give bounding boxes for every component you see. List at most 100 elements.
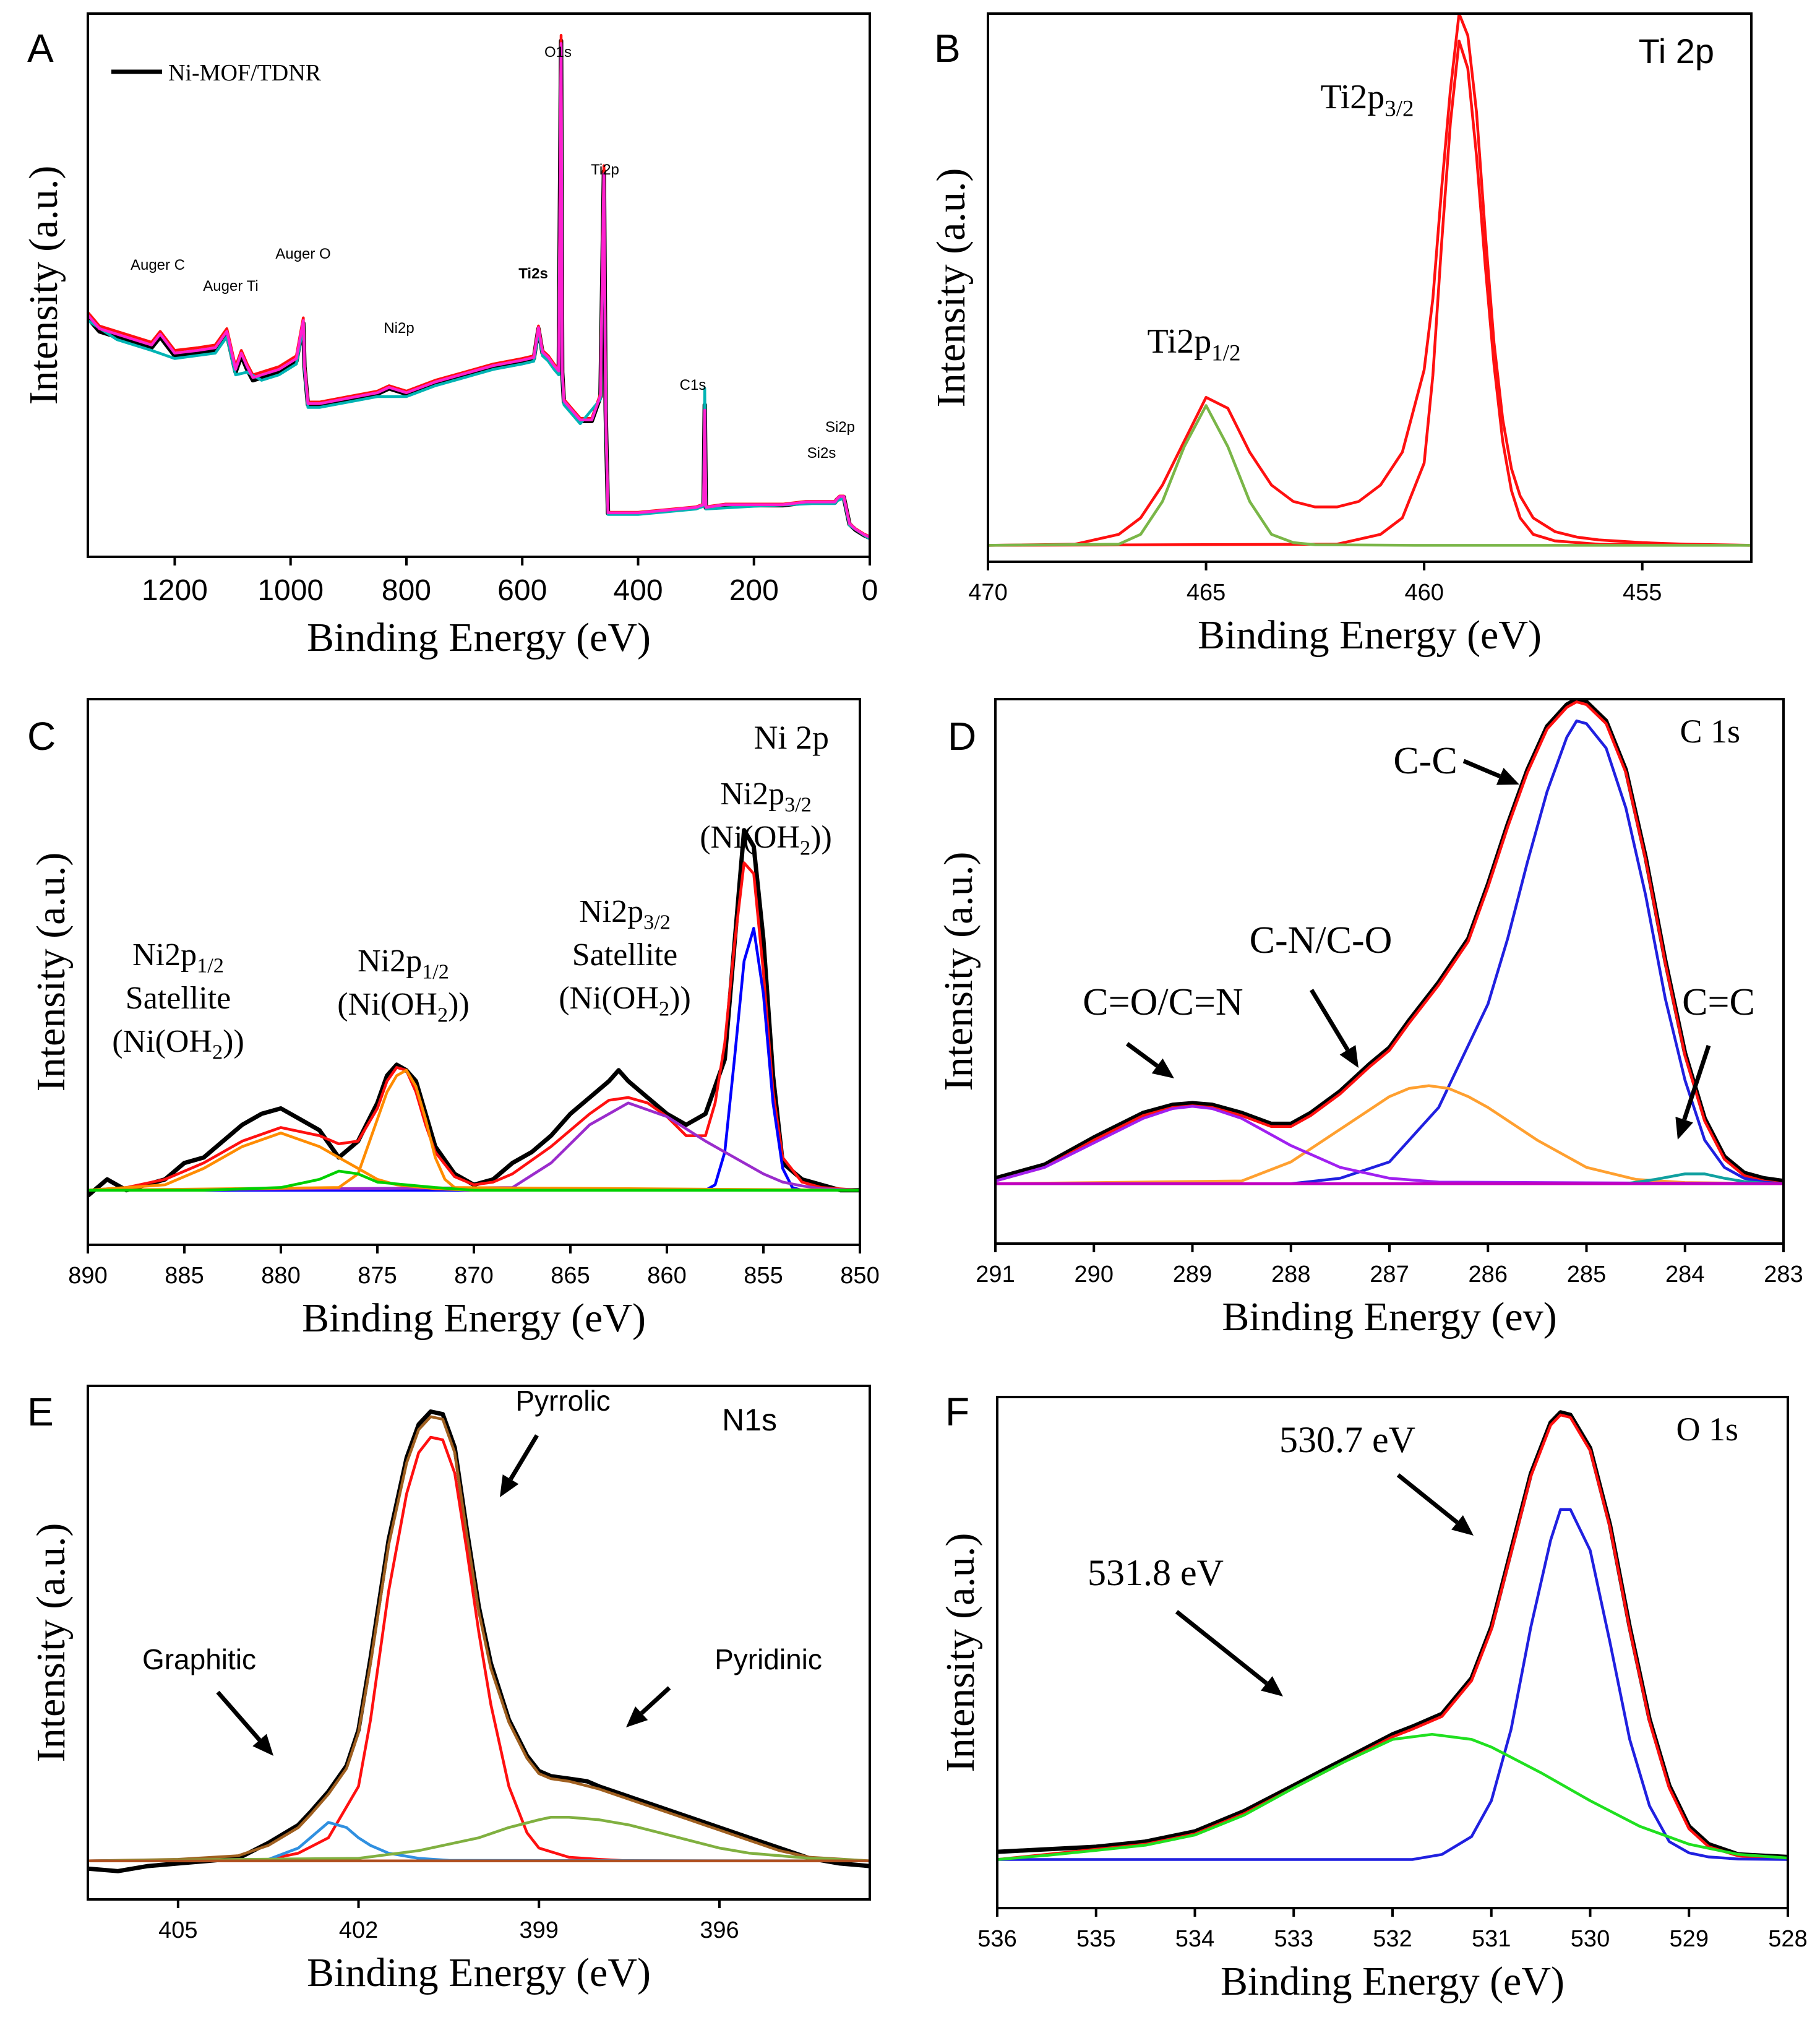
series-pyridinic-line	[88, 1815, 870, 1863]
x-tick-label: 600	[497, 574, 547, 607]
x-tick-label: 200	[729, 574, 779, 607]
x-tick-label: 289	[1173, 1262, 1212, 1288]
x-tick-label: 1200	[142, 574, 208, 607]
series-ni2p3-2-satellite-line	[88, 1101, 860, 1192]
x-tick-label: 290	[1075, 1262, 1114, 1288]
panel-b: B 470 465 460 455 Binding Energy (eV) Intensit…	[929, 12, 1753, 658]
panel-letter-b: B	[934, 26, 961, 71]
peak-label-satellite-word: Satellite	[572, 937, 677, 973]
peak-label: C-C	[1393, 740, 1457, 782]
peak-label: C-N/C-O	[1250, 919, 1393, 961]
peak-label: Si2s	[807, 445, 836, 462]
peak-label: C1s	[680, 377, 706, 393]
x-tick-label: 800	[382, 574, 431, 607]
series-envelope-line	[88, 1415, 870, 1863]
peak-label-ni2p1-2-satellite-line1: Ni2p1/2	[132, 937, 224, 977]
x-axis-label: Binding Energy (eV)	[1221, 1959, 1565, 2004]
arrow-pyridinic	[626, 1686, 671, 1727]
panel-letter-c: C	[27, 714, 56, 759]
series-530-7-ev-line	[997, 1508, 1788, 1861]
arrow-c-c-double	[1675, 1044, 1711, 1140]
panel-a: A 1200 1000 800 600 400 200 0 Binding Energy (eV…	[21, 12, 878, 660]
arrow-pyrrolic	[500, 1434, 539, 1497]
y-axis-label: Intensity (a.u.)	[28, 1523, 74, 1763]
series-531-8-ev-line	[997, 1732, 1788, 1861]
peak-label: Ti2s	[518, 265, 548, 282]
x-tick-label: 850	[840, 1263, 879, 1289]
peak-label: Graphitic	[142, 1643, 256, 1675]
x-tick-label: 890	[68, 1263, 107, 1289]
x-tick-label: 399	[520, 1917, 559, 1943]
x-tick-label: 285	[1567, 1262, 1606, 1288]
series-c-n-c-o-line	[995, 1084, 1784, 1185]
x-tick-label: 535	[1076, 1926, 1115, 1952]
x-tick-label: 284	[1665, 1262, 1704, 1288]
x-tick-label: 531	[1472, 1926, 1511, 1952]
chart-title: O 1s	[1676, 1411, 1738, 1448]
peak-label-ni2p3-2-satellite-line1: Ni2p3/2	[579, 894, 671, 934]
peak-label: Ni2p	[384, 320, 414, 337]
x-tick-label: 870	[454, 1263, 493, 1289]
series-graphitic-line	[88, 1821, 870, 1863]
x-tick-label: 865	[551, 1263, 590, 1289]
x-axis-label: Binding Energy (ev)	[1222, 1294, 1556, 1339]
peak-label: Auger C	[131, 257, 185, 273]
x-tick-label: 532	[1373, 1926, 1412, 1952]
x-axis-label: Binding Energy (eV)	[307, 1950, 651, 1995]
peak-label-ni2p3-2-line1: Ni2p3/2	[720, 776, 812, 816]
chart-title: Ti 2p	[1639, 32, 1714, 71]
chart-title: C 1s	[1680, 713, 1740, 750]
chart-title: N1s	[722, 1403, 777, 1437]
series-c-o-c-n-line	[995, 1104, 1784, 1185]
x-tick-label: 530	[1571, 1926, 1610, 1952]
x-tick-label: 536	[977, 1926, 1016, 1952]
x-tick-label: 880	[261, 1263, 300, 1289]
panel-letter-e: E	[27, 1390, 54, 1434]
x-tick-label: 288	[1271, 1262, 1310, 1288]
series-ni2p3-2-main-line	[88, 927, 860, 1192]
x-tick-label: 875	[358, 1263, 397, 1289]
series-fit-magenta-line	[88, 42, 870, 539]
plot-frame	[996, 1396, 1789, 1909]
peak-label: Auger O	[275, 246, 330, 262]
peak-label: Ti2p	[591, 161, 619, 178]
panel-letter-f: F	[945, 1390, 969, 1434]
x-tick-label: 470	[968, 580, 1007, 606]
panel-f: F 536 535 534 533 532 531 530 529 528 Binding Ener…	[938, 1390, 1808, 2004]
peak-label-ni-oh2: (Ni(OH2))	[337, 987, 470, 1026]
x-axis-label: Binding Energy (eV)	[307, 615, 651, 660]
x-tick-label: 885	[165, 1263, 204, 1289]
peak-label-ni-oh2: (Ni(OH2))	[700, 820, 832, 859]
x-tick-label: 455	[1623, 580, 1662, 606]
chart-title: Ni 2p	[754, 719, 830, 756]
x-tick-label: 286	[1469, 1262, 1508, 1288]
peak-label: O1s	[544, 44, 572, 61]
arrow-530-7	[1396, 1473, 1474, 1536]
series-raw-data-line	[88, 1409, 870, 1873]
x-tick-label: 855	[744, 1263, 783, 1289]
series-ti2p1-2-component-line	[988, 404, 1751, 547]
x-tick-label: 283	[1764, 1262, 1803, 1288]
peak-label-ni-oh2: (Ni(OH2))	[112, 1024, 244, 1064]
arrow-c-c	[1462, 759, 1519, 785]
x-axis-label: Binding Energy (eV)	[302, 1296, 646, 1341]
series-envelope-line	[88, 861, 860, 1192]
panel-c: C 890 885 880 875 870 865 860 855 850 Binding Ener…	[27, 698, 880, 1341]
arrow-531-8	[1175, 1610, 1283, 1696]
peak-label-ni2p1-2-line1: Ni2p1/2	[358, 944, 449, 983]
x-tick-label: 400	[613, 574, 663, 607]
peak-label: Si2p	[825, 419, 855, 436]
peak-label: Pyridinic	[715, 1643, 822, 1675]
x-tick-label: 291	[976, 1262, 1015, 1288]
y-axis-label: Intensity (a.u.)	[929, 168, 974, 408]
x-tick-label: 860	[647, 1263, 686, 1289]
plot-frame	[987, 12, 1753, 563]
x-tick-label: 534	[1175, 1926, 1214, 1952]
peak-label-ti2p1-2: Ti2p1/2	[1147, 322, 1240, 365]
arrow-c-o-c-n	[1125, 1042, 1174, 1078]
x-tick-label: 533	[1274, 1926, 1313, 1952]
y-axis-label: Intensity (a.u.)	[28, 853, 74, 1092]
x-tick-label: 402	[339, 1917, 378, 1943]
x-tick-label: 1000	[257, 574, 324, 607]
